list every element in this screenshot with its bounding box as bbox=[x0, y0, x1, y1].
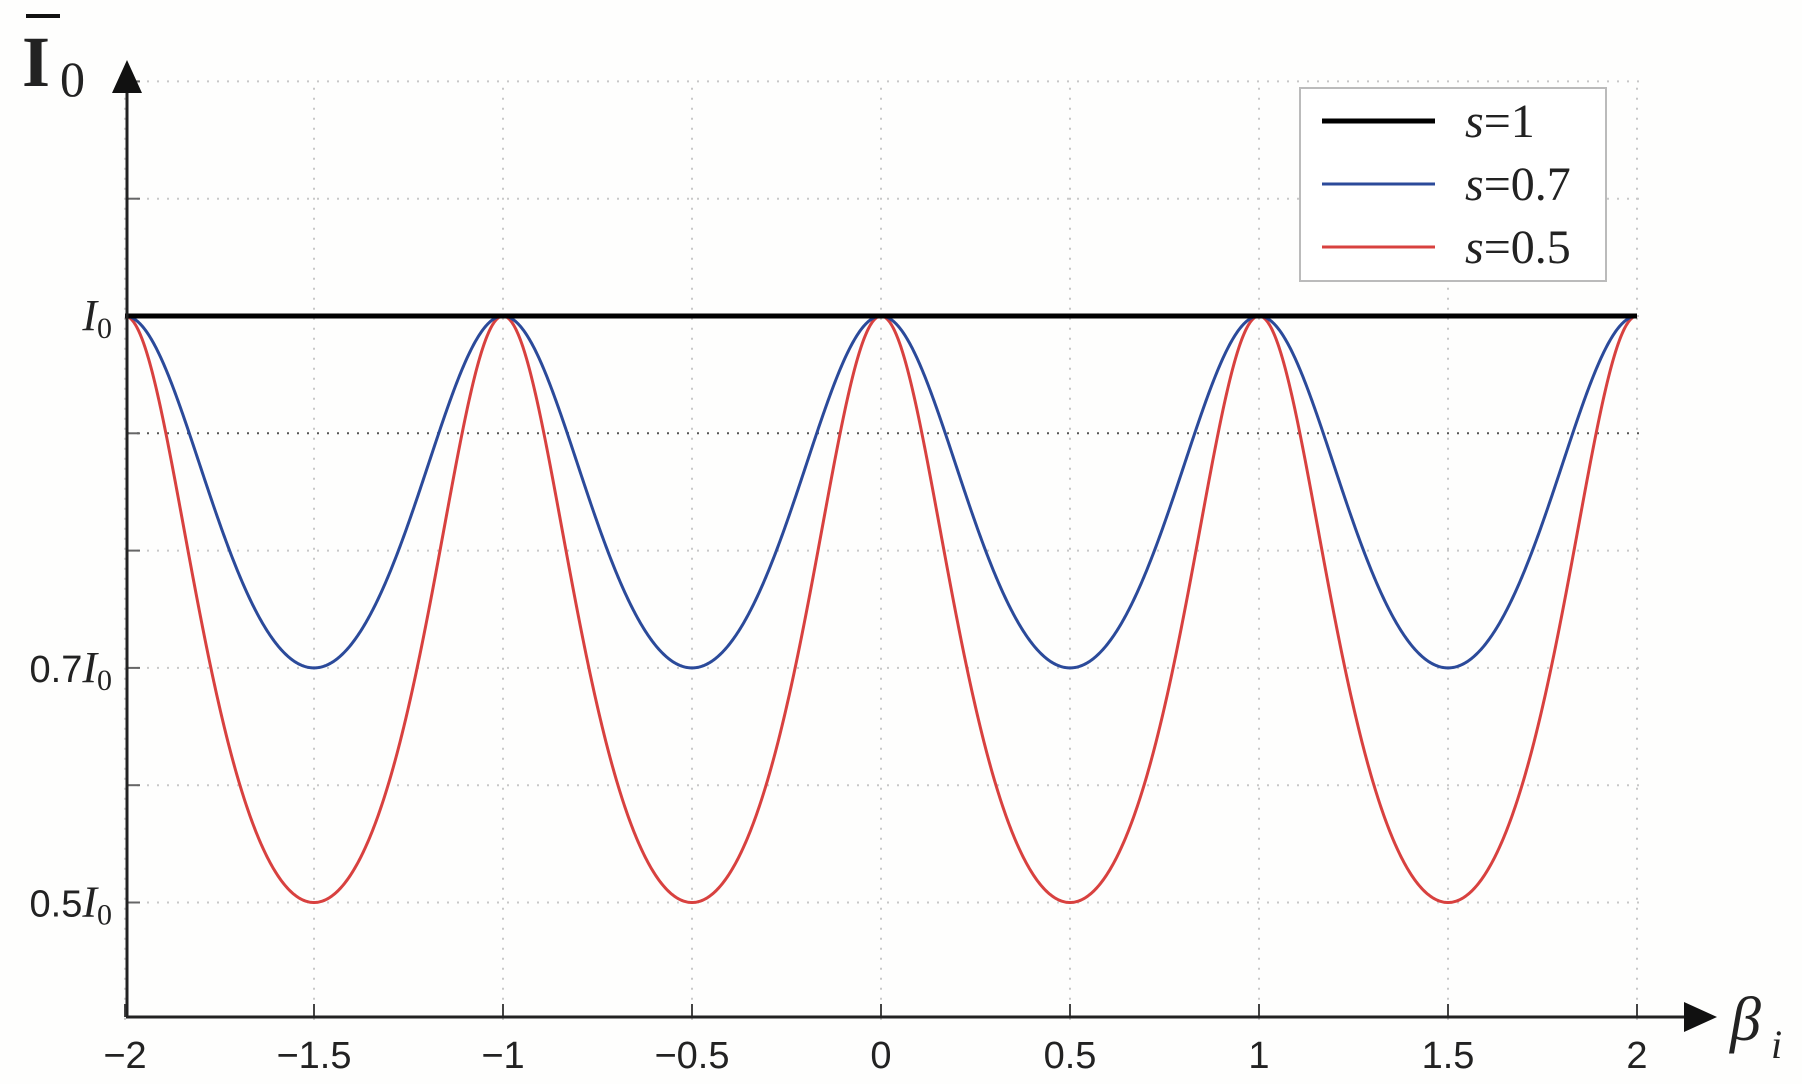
x-axis-title: β i bbox=[1729, 986, 1782, 1067]
y-tick-label: 0.7I0 bbox=[30, 643, 112, 697]
x-tick-label: −1.5 bbox=[276, 1035, 351, 1077]
x-tick-label: −0.5 bbox=[654, 1035, 729, 1077]
y-tick-label: I0 bbox=[81, 291, 112, 345]
legend-label: s=1 bbox=[1465, 95, 1535, 148]
y-tick-labels: I0 0.7I0 0.5I0 bbox=[30, 291, 112, 932]
y-axis-title: I 0 bbox=[22, 14, 85, 107]
x-tick-label: 0 bbox=[870, 1035, 891, 1077]
x-tick-label: −2 bbox=[103, 1035, 146, 1077]
data-series bbox=[124, 313, 1638, 905]
x-tick-label: 0.5 bbox=[1044, 1035, 1097, 1077]
y-tick-label: 0.5I0 bbox=[30, 878, 112, 932]
axes bbox=[112, 60, 1717, 1032]
x-axis-arrow-icon bbox=[1684, 1002, 1717, 1032]
y-axis-arrow-icon bbox=[112, 60, 142, 93]
legend-label: s=0.7 bbox=[1465, 158, 1571, 211]
x-tick-label: 1 bbox=[1248, 1035, 1269, 1077]
x-axis-title-sub: i bbox=[1771, 1022, 1782, 1067]
x-tick-labels: −2 −1.5 −1 −0.5 0 0.5 1 1.5 2 bbox=[103, 1035, 1647, 1077]
x-axis-title-main: β bbox=[1729, 986, 1761, 1054]
x-tick-label: −1 bbox=[481, 1035, 524, 1077]
legend: s=1 s=0.7 s=0.5 bbox=[1299, 87, 1607, 282]
legend-label: s=0.5 bbox=[1465, 221, 1571, 274]
y-axis-title-main: I bbox=[22, 22, 50, 102]
y-axis-title-sub: 0 bbox=[60, 51, 85, 107]
x-tick-label: 2 bbox=[1626, 1035, 1647, 1077]
x-tick-label: 1.5 bbox=[1422, 1035, 1475, 1077]
